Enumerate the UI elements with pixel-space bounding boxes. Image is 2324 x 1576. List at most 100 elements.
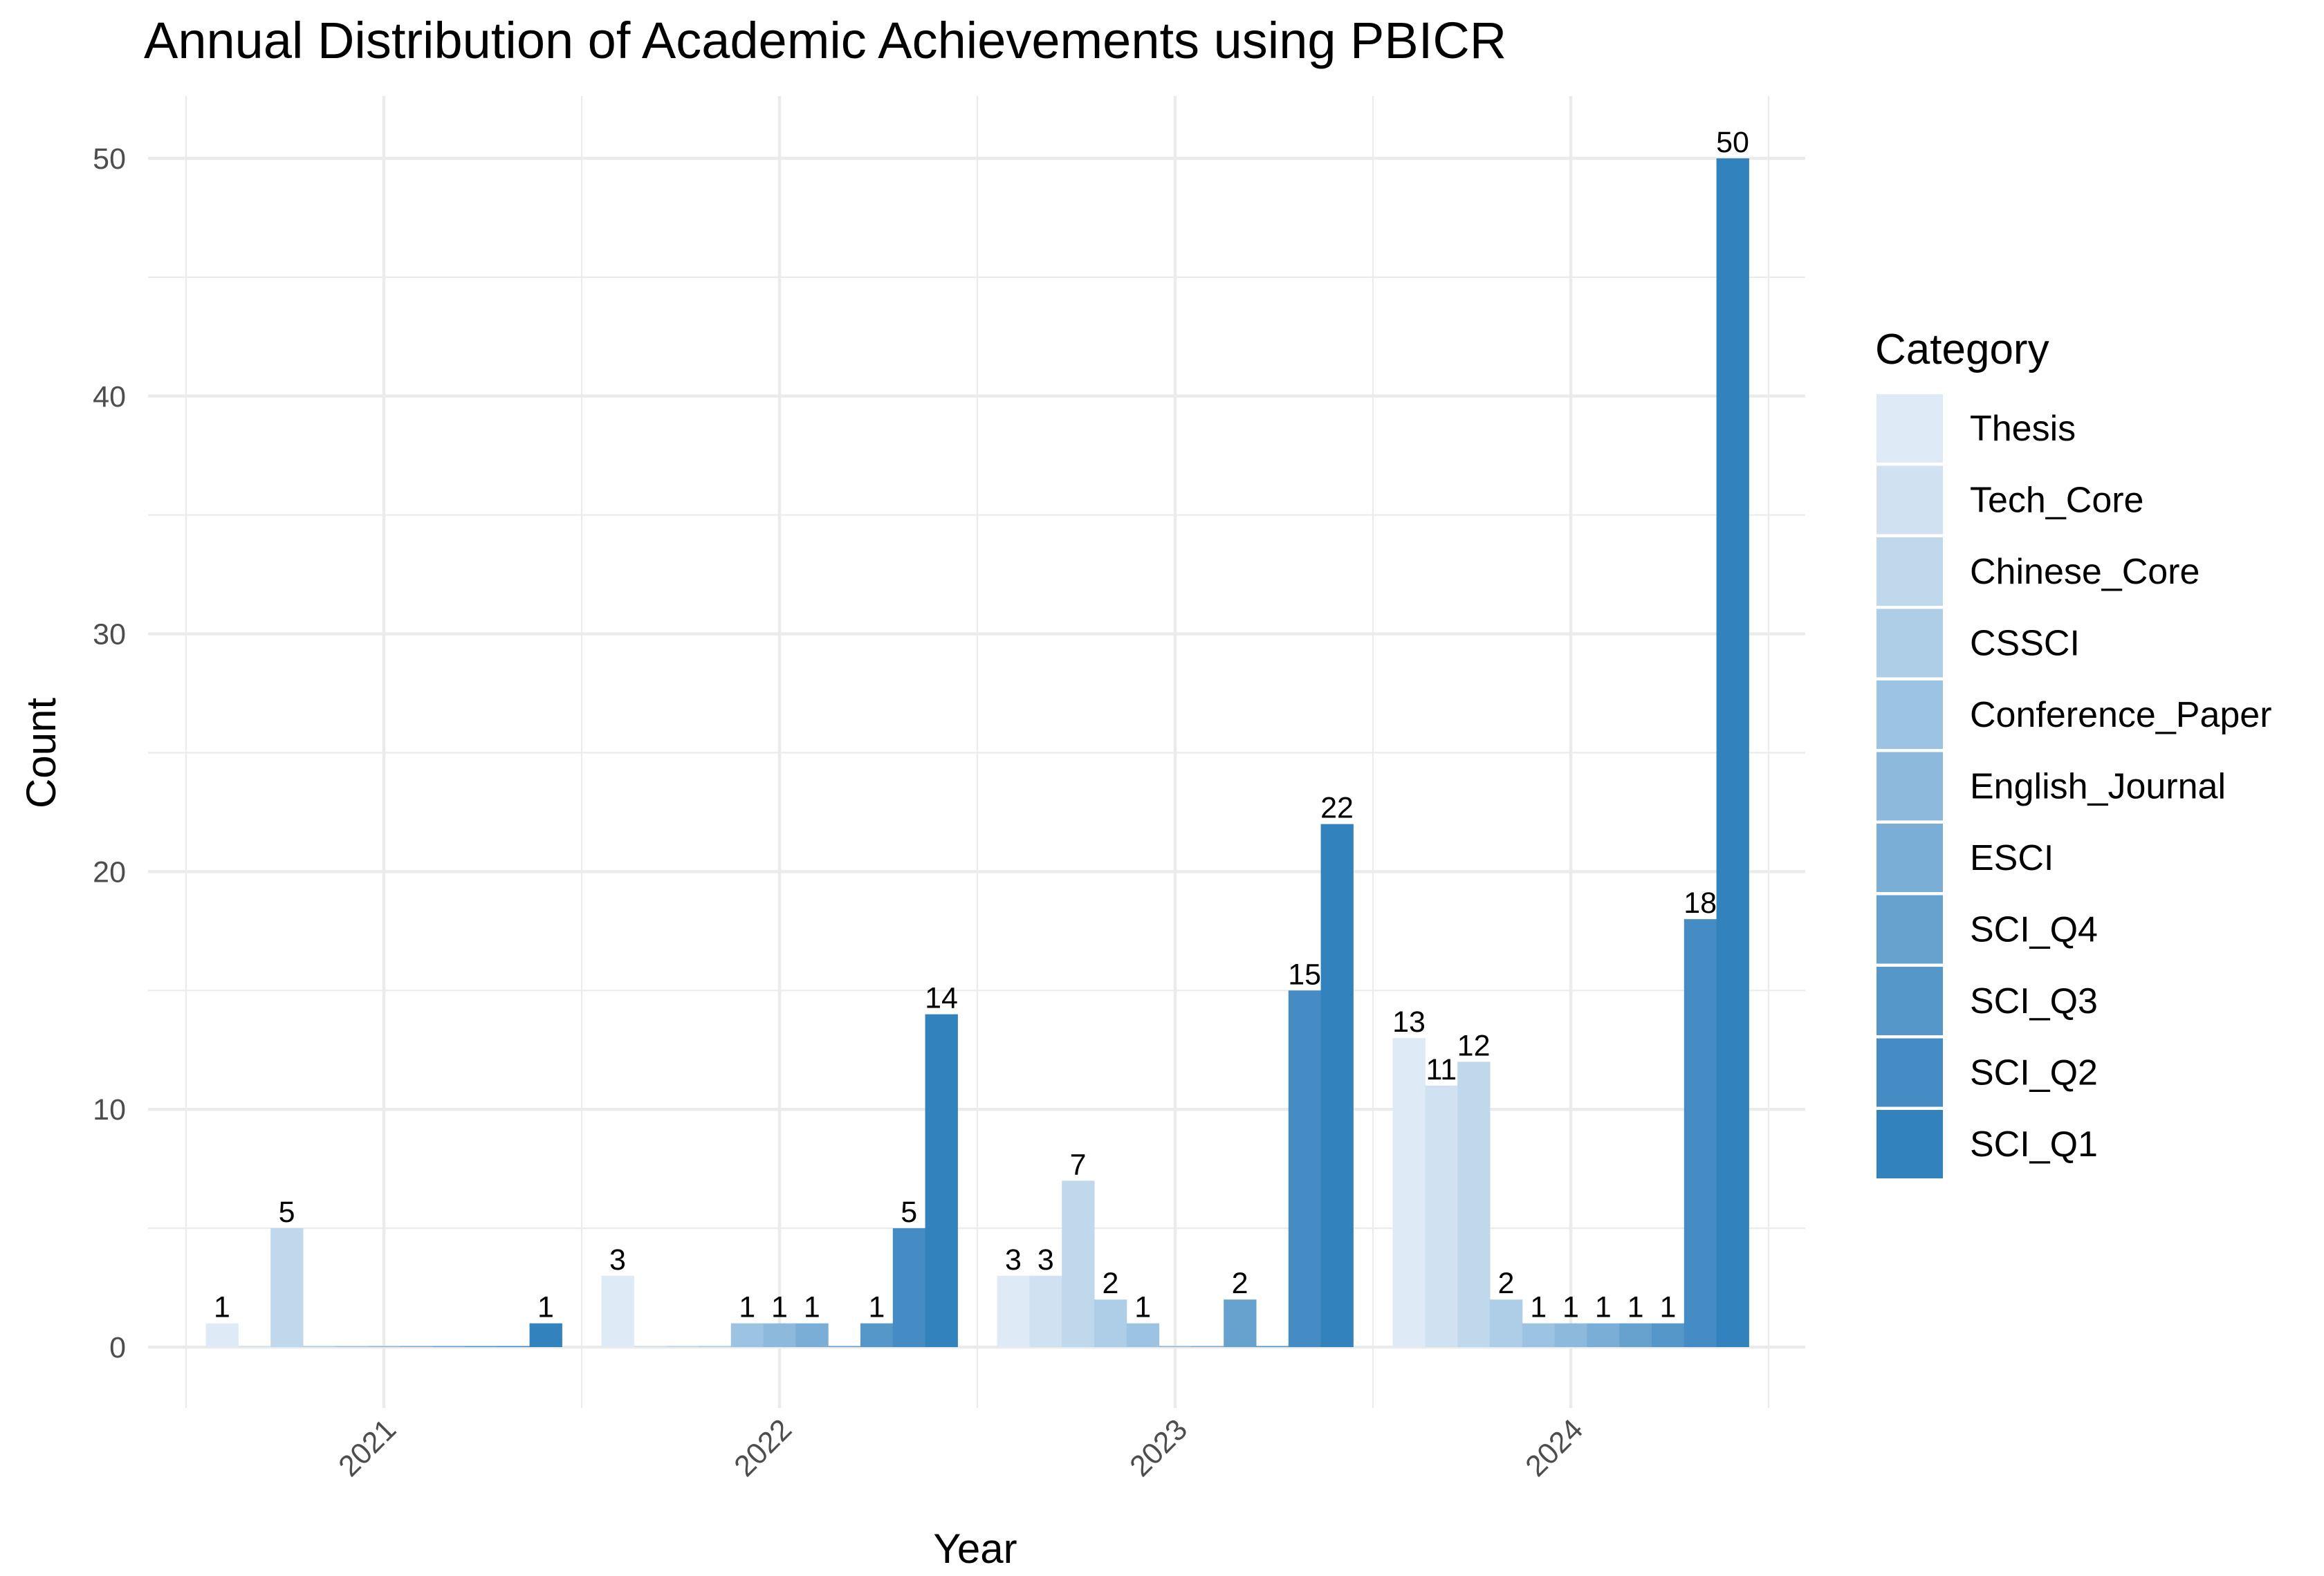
legend-key-sci-q1	[1876, 1110, 1943, 1178]
bar-thesis-2023	[997, 1275, 1030, 1347]
legend-label: Conference_Paper	[1970, 695, 2272, 735]
bar-cssci-2023	[1094, 1299, 1127, 1347]
bar-sci-q4-2023	[1224, 1299, 1257, 1347]
legend-label: Tech_Core	[1970, 481, 2143, 521]
legend-key-sci-q2	[1876, 1038, 1943, 1107]
data-label: 1	[739, 1291, 755, 1324]
bar-esci-2024	[1587, 1323, 1620, 1347]
bar-tech-core-2021	[238, 1346, 271, 1347]
bar-esci-2022	[795, 1323, 829, 1347]
legend-label: SCI_Q2	[1970, 1053, 2098, 1093]
legend-key-tech-core	[1876, 465, 1943, 535]
data-label: 1	[537, 1291, 554, 1324]
y-axis-label: Count	[18, 698, 64, 808]
bar-sci-q1-2023	[1320, 824, 1354, 1347]
grid	[148, 96, 1805, 1408]
y-tick-label: 40	[93, 380, 126, 414]
bar-sci-q2-2023	[1288, 990, 1322, 1347]
data-label: 12	[1457, 1029, 1491, 1062]
legend-label: English_Journal	[1970, 767, 2226, 807]
data-label: 18	[1684, 887, 1717, 920]
data-label: 15	[1288, 958, 1321, 991]
bar-tech-core-2023	[1029, 1275, 1062, 1347]
bar-english-journal-2024	[1554, 1323, 1587, 1347]
legend-label: Thesis	[1970, 409, 2076, 449]
bar-sci-q1-2024	[1716, 158, 1749, 1347]
data-label: 1	[1134, 1291, 1151, 1324]
data-label: 2	[1102, 1267, 1118, 1300]
legend-key-sci-q4	[1876, 895, 1943, 964]
legend-label: ESCI	[1970, 838, 2054, 878]
data-label: 1	[1659, 1291, 1676, 1324]
bar-sci-q3-2022	[860, 1323, 894, 1347]
legend-key-thesis	[1876, 394, 1943, 463]
y-tick-labels: 0 10 20 30 40 50	[93, 142, 126, 1364]
bar-sci-q4-2024	[1619, 1323, 1652, 1347]
data-label: 3	[609, 1243, 626, 1277]
y-tick-label: 50	[93, 142, 126, 176]
legend-label: SCI_Q4	[1970, 910, 2098, 950]
legend-title: Category	[1875, 326, 2049, 373]
bar-english-journal-2023	[1159, 1346, 1192, 1347]
bar-english-journal-2022	[763, 1323, 796, 1347]
x-tick-label: 2024	[1519, 1413, 1589, 1483]
data-label: 2	[1232, 1267, 1248, 1300]
y-tick-label: 30	[93, 618, 126, 651]
data-label: 5	[901, 1196, 917, 1229]
data-label: 7	[1070, 1148, 1087, 1181]
data-label: 1	[804, 1291, 820, 1324]
y-tick-label: 0	[109, 1331, 126, 1364]
bar-thesis-2021	[205, 1323, 239, 1347]
data-label: 1	[771, 1291, 788, 1324]
x-tick-labels: 2021 2022 2023 2024	[332, 1413, 1589, 1483]
chart-title: Annual Distribution of Academic Achievem…	[144, 12, 1506, 69]
bars	[205, 158, 1749, 1347]
bar-sci-q2-2021	[497, 1346, 531, 1347]
data-label: 5	[279, 1196, 295, 1229]
legend-label: CSSCI	[1970, 624, 2080, 664]
legend-label: Chinese_Core	[1970, 552, 2200, 592]
data-label: 1	[1627, 1291, 1644, 1324]
legend-key-esci	[1876, 824, 1943, 892]
data-label: 11	[1426, 1053, 1457, 1086]
bar-chinese-core-2023	[1062, 1180, 1095, 1347]
legend-label: SCI_Q3	[1970, 981, 2098, 1021]
bar-sci-q1-2022	[925, 1014, 958, 1347]
bar-sci-q2-2024	[1684, 919, 1717, 1347]
bar-cssci-2022	[699, 1346, 732, 1347]
x-tick-label: 2023	[1123, 1413, 1194, 1483]
legend-key-sci-q3	[1876, 967, 1943, 1035]
bar-thesis-2022	[601, 1275, 634, 1347]
y-tick-label: 10	[93, 1093, 126, 1127]
legend-key-cssci	[1876, 609, 1943, 678]
bar-sci-q4-2022	[828, 1346, 861, 1347]
data-label: 50	[1716, 126, 1749, 159]
legend: Category Thesis Tech_Core Chinese_Core CSSC…	[1875, 326, 2272, 1178]
legend-key-conference-paper	[1876, 680, 1943, 749]
bar-sci-q1-2021	[529, 1323, 562, 1347]
data-label: 22	[1320, 792, 1354, 825]
bar-conference-paper-2021	[335, 1346, 369, 1347]
data-label: 13	[1392, 1005, 1426, 1039]
data-label: 2	[1497, 1267, 1514, 1300]
bar-esci-2023	[1191, 1346, 1224, 1347]
bar-sci-q4-2021	[432, 1346, 465, 1347]
bar-sci-q3-2024	[1652, 1323, 1685, 1347]
bar-cssci-2024	[1490, 1299, 1523, 1347]
bar-thesis-2024	[1392, 1038, 1426, 1347]
bar-conference-paper-2022	[730, 1323, 764, 1347]
data-label: 1	[1595, 1291, 1612, 1324]
bar-esci-2021	[400, 1346, 433, 1347]
data-label: 1	[1562, 1291, 1579, 1324]
bar-chinese-core-2022	[666, 1346, 699, 1347]
data-label: 3	[1005, 1243, 1022, 1277]
bar-tech-core-2024	[1425, 1085, 1458, 1347]
bar-sci-q2-2022	[892, 1228, 926, 1347]
bar-sci-q3-2021	[465, 1346, 498, 1347]
data-label: 1	[868, 1291, 885, 1324]
bar-conference-paper-2024	[1522, 1323, 1556, 1347]
bar-chinese-core-2024	[1457, 1062, 1491, 1347]
data-label: 14	[925, 982, 958, 1015]
